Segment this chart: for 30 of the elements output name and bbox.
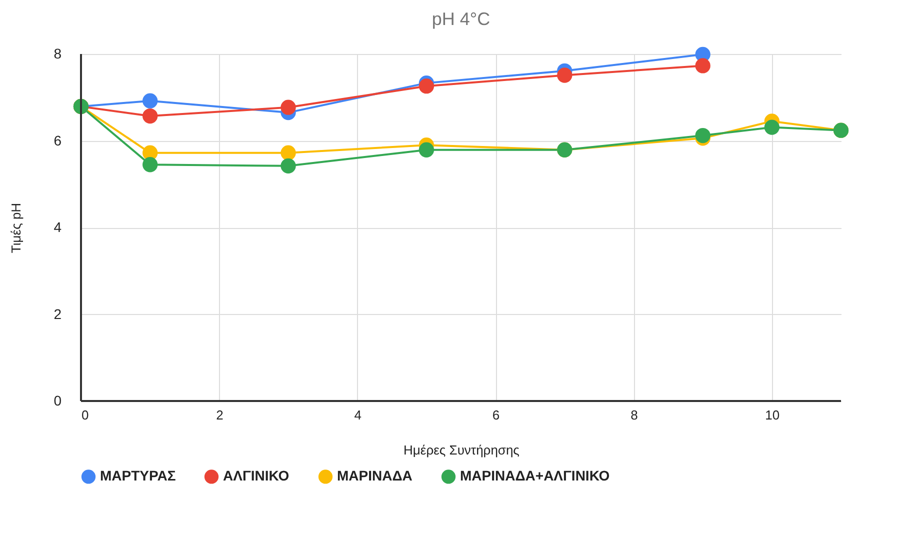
x-axis-title: Ημέρες Συντήρησης: [404, 442, 520, 458]
chart-title: pH 4°C: [432, 8, 490, 29]
x-tick-label: 0: [82, 408, 89, 422]
x-tick-label: 6: [492, 408, 500, 422]
point: [142, 157, 158, 172]
y-tick-label: 0: [54, 392, 62, 408]
point: [418, 142, 434, 158]
legend-label: ΜΑΡΙΝΑΔΑ+ΑΛΓΙΝΙΚΟ: [460, 468, 610, 484]
legend-label: ΜΑΡΤΥΡΑΣ: [100, 468, 176, 484]
x-tick-label: 4: [354, 408, 362, 422]
x-tick-label: 2: [216, 408, 224, 422]
y-tick-label: 6: [54, 132, 62, 148]
point: [280, 100, 296, 115]
legend-label: ΜΑΡΙΝΑΔΑ: [337, 468, 412, 484]
y-tick-label: 8: [54, 46, 62, 62]
point: [280, 145, 296, 160]
x-tick-label: 8: [630, 408, 638, 422]
point: [695, 58, 710, 74]
y-tick-label: 2: [54, 306, 62, 322]
point: [418, 78, 434, 94]
x-tick-label: 10: [765, 408, 780, 422]
point: [557, 68, 572, 83]
point: [280, 158, 296, 174]
legend-label: ΑΛΓΙΝΙΚΟ: [223, 468, 290, 484]
point: [695, 128, 710, 144]
y-axis-title: Τιμές pH: [8, 202, 24, 254]
y-tick-label: 4: [54, 219, 62, 235]
point: [142, 93, 158, 108]
point: [764, 120, 780, 135]
point: [142, 108, 158, 124]
